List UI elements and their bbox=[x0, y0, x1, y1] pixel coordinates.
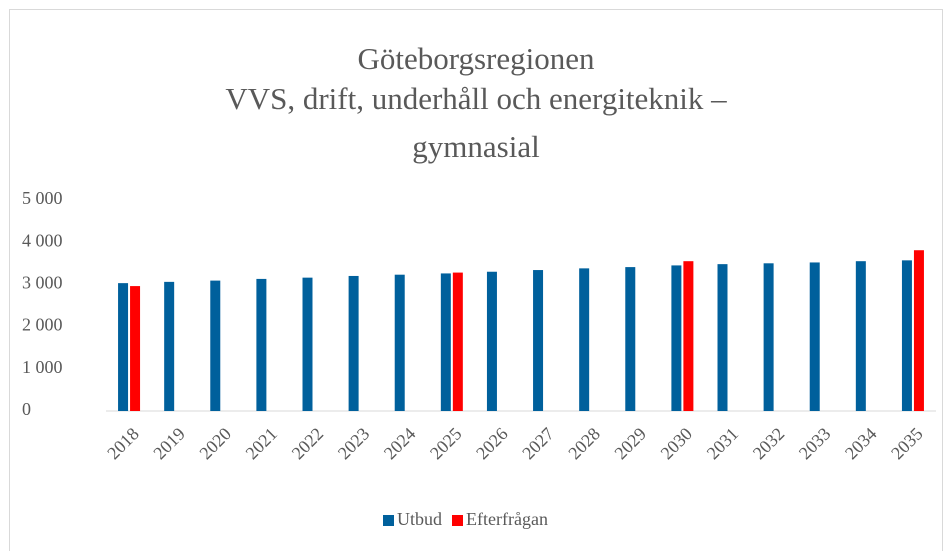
chart-title: VVS, drift, underhåll och energiteknik – bbox=[225, 81, 727, 116]
y-tick-label: 1 000 bbox=[22, 357, 63, 377]
bar bbox=[302, 277, 313, 411]
bar bbox=[671, 265, 682, 411]
bar bbox=[901, 260, 912, 411]
bar bbox=[164, 281, 175, 411]
bar bbox=[348, 275, 359, 411]
y-tick-label: 3 000 bbox=[22, 273, 63, 293]
chart-title: Göteborgsregionen bbox=[357, 41, 595, 76]
bar bbox=[579, 268, 590, 411]
bar bbox=[683, 261, 694, 411]
bar bbox=[130, 286, 141, 411]
bar bbox=[452, 272, 463, 411]
y-tick-label: 2 000 bbox=[22, 315, 63, 335]
bar bbox=[118, 283, 129, 411]
bar bbox=[809, 262, 820, 411]
bar bbox=[210, 280, 221, 411]
legend-label: Utbud bbox=[397, 509, 442, 529]
bar bbox=[256, 278, 267, 411]
y-tick-label: 4 000 bbox=[22, 230, 63, 250]
legend-swatch bbox=[452, 515, 463, 526]
y-tick-label: 5 000 bbox=[22, 188, 63, 208]
legend-label: Efterfrågan bbox=[466, 509, 548, 529]
bar bbox=[394, 274, 405, 411]
legend-swatch bbox=[383, 515, 394, 526]
bar bbox=[717, 264, 728, 411]
bar bbox=[913, 250, 924, 411]
chart-border bbox=[9, 9, 943, 551]
bar bbox=[440, 273, 451, 411]
chart-title: gymnasial bbox=[412, 129, 539, 164]
bar bbox=[855, 261, 866, 411]
bar bbox=[486, 271, 497, 411]
bar bbox=[763, 263, 774, 411]
bar bbox=[625, 267, 636, 411]
y-tick-label: 0 bbox=[22, 399, 31, 419]
bar bbox=[533, 270, 544, 411]
